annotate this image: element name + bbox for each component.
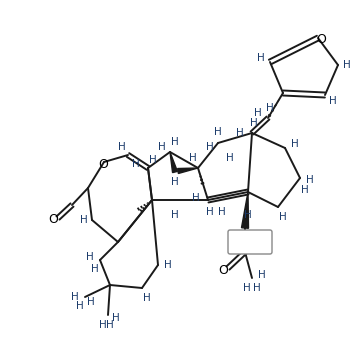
Text: H: H <box>218 207 226 217</box>
Text: H: H <box>236 128 244 138</box>
Text: H: H <box>329 96 337 106</box>
Polygon shape <box>242 192 248 228</box>
Text: OAc: OAc <box>239 237 261 247</box>
Text: H: H <box>226 153 234 163</box>
Text: H: H <box>254 108 262 118</box>
Text: H: H <box>132 159 140 169</box>
Text: H: H <box>258 270 266 280</box>
Polygon shape <box>177 168 198 174</box>
Text: O: O <box>218 263 228 276</box>
Text: H: H <box>80 215 88 225</box>
Text: H: H <box>106 320 114 330</box>
Text: H: H <box>253 283 261 293</box>
Text: H: H <box>206 142 214 152</box>
Text: H: H <box>306 175 314 185</box>
Text: O: O <box>98 158 108 170</box>
Polygon shape <box>170 152 177 173</box>
Text: H: H <box>279 212 287 222</box>
Text: H: H <box>171 210 179 220</box>
Text: H: H <box>71 292 79 302</box>
Text: O: O <box>48 213 58 226</box>
Text: H: H <box>250 118 258 128</box>
Text: H: H <box>243 283 251 293</box>
Text: H: H <box>171 137 179 147</box>
Text: H: H <box>266 103 274 113</box>
Text: H: H <box>192 193 200 203</box>
Text: H: H <box>76 301 84 311</box>
Text: H: H <box>91 264 99 274</box>
Text: H: H <box>143 293 151 303</box>
Text: H: H <box>214 127 222 137</box>
FancyBboxPatch shape <box>228 230 272 254</box>
Text: H: H <box>158 142 166 152</box>
Text: H: H <box>189 153 197 163</box>
Text: H: H <box>118 142 126 152</box>
Text: H: H <box>206 207 214 217</box>
Text: O: O <box>316 33 326 45</box>
Text: H: H <box>244 210 252 220</box>
Text: H: H <box>301 185 309 195</box>
Text: H: H <box>171 177 179 187</box>
Text: H: H <box>87 297 95 307</box>
Text: H: H <box>257 53 265 63</box>
Text: H: H <box>164 260 172 270</box>
Text: H: H <box>112 313 120 323</box>
Text: H: H <box>86 252 94 262</box>
Text: H: H <box>291 139 299 149</box>
Text: H: H <box>343 60 351 70</box>
Text: H: H <box>149 155 157 165</box>
Text: H: H <box>99 320 107 330</box>
